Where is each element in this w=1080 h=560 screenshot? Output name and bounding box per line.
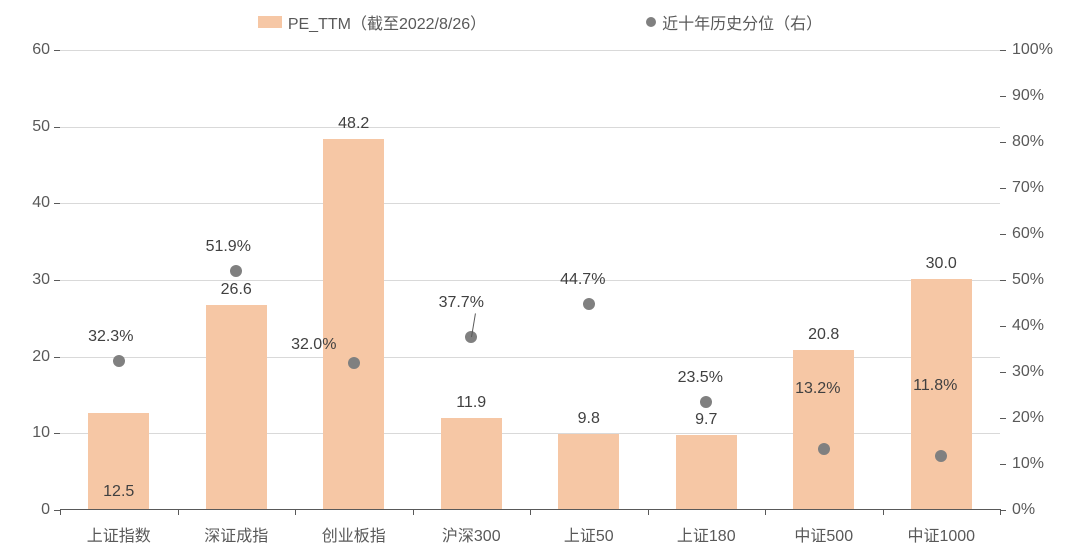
- bar: [558, 434, 619, 509]
- y-right-tick-label: 80%: [1012, 133, 1044, 151]
- bar-value-label: 48.2: [323, 115, 384, 133]
- x-axis-label: 中证1000: [907, 522, 975, 546]
- percentile-label: 13.2%: [795, 380, 840, 398]
- percentile-dot: [935, 450, 947, 462]
- bar: [441, 418, 502, 509]
- y-left-tick-mark: [54, 357, 60, 358]
- x-tick-mark: [883, 509, 884, 515]
- grid-line: [60, 50, 1000, 51]
- percentile-dot: [230, 265, 242, 277]
- percentile-label: 11.8%: [913, 377, 957, 395]
- percentile-dot: [583, 298, 595, 310]
- y-left-tick-label: 50: [32, 118, 50, 136]
- x-axis-label: 创业板指: [322, 522, 386, 546]
- y-right-tick-label: 90%: [1012, 87, 1044, 105]
- y-left-tick-mark: [54, 127, 60, 128]
- percentile-dot: [113, 355, 125, 367]
- percentile-dot: [818, 443, 830, 455]
- y-right-tick-label: 0%: [1012, 501, 1035, 519]
- y-left-tick-mark: [54, 433, 60, 434]
- x-axis-label: 上证50: [564, 522, 614, 546]
- y-right-tick-mark: [1000, 280, 1006, 281]
- y-right-tick-label: 20%: [1012, 409, 1044, 427]
- x-tick-mark: [178, 509, 179, 515]
- bar: [206, 305, 267, 509]
- y-right-tick-label: 10%: [1012, 455, 1044, 473]
- y-left-tick-label: 0: [41, 501, 50, 519]
- y-right-tick-mark: [1000, 188, 1006, 189]
- percentile-label: 32.3%: [88, 328, 133, 346]
- bar-value-label: 9.7: [676, 411, 737, 429]
- y-left-tick-mark: [54, 280, 60, 281]
- x-tick-mark: [413, 509, 414, 515]
- y-left-tick-label: 10: [32, 424, 50, 442]
- y-left-tick-label: 30: [32, 271, 50, 289]
- legend-swatch-bar: [258, 16, 282, 28]
- percentile-label: 44.7%: [560, 271, 605, 289]
- bar-value-label: 11.9: [441, 394, 502, 412]
- percentile-label: 32.0%: [291, 336, 336, 354]
- bar-value-label: 12.5: [88, 483, 149, 501]
- bar-value-label: 30.0: [911, 255, 972, 273]
- y-right-tick-mark: [1000, 326, 1006, 327]
- y-left-tick-label: 20: [32, 348, 50, 366]
- grid-line: [60, 357, 1000, 358]
- x-axis-label: 上证180: [677, 522, 736, 546]
- bar-value-label: 20.8: [793, 326, 854, 344]
- y-right-tick-label: 50%: [1012, 271, 1044, 289]
- bar: [323, 139, 384, 509]
- y-left-tick-label: 60: [32, 41, 50, 59]
- legend-item-dot: 近十年历史分位（右）: [646, 10, 822, 34]
- legend-label-bar: PE_TTM（截至2022/8/26）: [288, 10, 486, 34]
- y-right-tick-label: 70%: [1012, 179, 1044, 197]
- x-tick-mark: [1000, 509, 1001, 515]
- bar-value-label: 9.8: [558, 410, 619, 428]
- grid-line: [60, 127, 1000, 128]
- x-tick-mark: [60, 509, 61, 515]
- x-axis-label: 沪深300: [442, 522, 501, 546]
- y-right-tick-label: 60%: [1012, 225, 1044, 243]
- pe-ttm-chart: PE_TTM（截至2022/8/26） 近十年历史分位（右） 010203040…: [0, 0, 1080, 560]
- legend-swatch-dot: [646, 17, 656, 27]
- y-right-tick-mark: [1000, 372, 1006, 373]
- bar: [676, 435, 737, 509]
- legend: PE_TTM（截至2022/8/26） 近十年历史分位（右）: [0, 10, 1080, 34]
- grid-line: [60, 203, 1000, 204]
- x-tick-mark: [530, 509, 531, 515]
- grid-line: [60, 433, 1000, 434]
- percentile-label: 37.7%: [439, 294, 484, 312]
- y-left-tick-mark: [54, 203, 60, 204]
- y-right-tick-mark: [1000, 418, 1006, 419]
- y-right-tick-mark: [1000, 142, 1006, 143]
- y-right-tick-mark: [1000, 50, 1006, 51]
- legend-item-bar: PE_TTM（截至2022/8/26）: [258, 10, 486, 34]
- percentile-dot: [348, 357, 360, 369]
- x-axis-label: 深证成指: [204, 522, 268, 546]
- y-right-tick-label: 40%: [1012, 317, 1044, 335]
- x-tick-mark: [295, 509, 296, 515]
- y-left-tick-label: 40: [32, 194, 50, 212]
- x-axis-label: 中证500: [794, 522, 853, 546]
- y-right-tick-mark: [1000, 464, 1006, 465]
- x-axis-label: 上证指数: [87, 522, 151, 546]
- y-right-tick-label: 30%: [1012, 363, 1044, 381]
- x-tick-mark: [648, 509, 649, 515]
- plot-area: 01020304050600%10%20%30%40%50%60%70%80%9…: [60, 50, 1000, 510]
- x-tick-mark: [765, 509, 766, 515]
- bar-value-label: 26.6: [206, 281, 267, 299]
- bar: [793, 350, 854, 509]
- percentile-label: 51.9%: [206, 238, 251, 256]
- percentile-label: 23.5%: [678, 369, 723, 387]
- y-left-tick-mark: [54, 50, 60, 51]
- legend-label-dot: 近十年历史分位（右）: [662, 10, 822, 34]
- y-right-tick-mark: [1000, 96, 1006, 97]
- percentile-dot: [700, 396, 712, 408]
- y-right-tick-label: 100%: [1012, 41, 1053, 59]
- y-right-tick-mark: [1000, 234, 1006, 235]
- grid-line: [60, 280, 1000, 281]
